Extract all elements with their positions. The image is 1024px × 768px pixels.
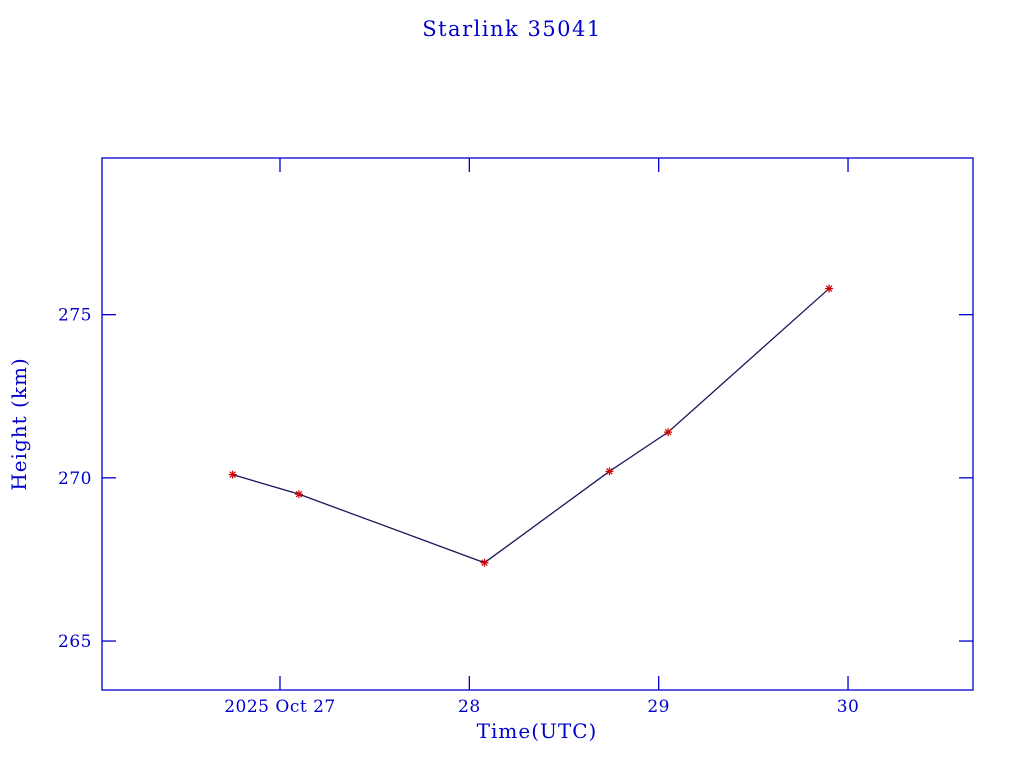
chart-title: Starlink 35041 — [422, 17, 602, 41]
x-tick-label: 2025 Oct 27 — [224, 697, 336, 717]
marker-arm — [664, 428, 672, 436]
x-tick-label: 28 — [458, 697, 481, 717]
data-point-marker — [294, 490, 303, 499]
x-axis-label: Time(UTC) — [476, 719, 598, 743]
x-tick-label: 30 — [837, 697, 860, 717]
data-point-marker — [480, 558, 489, 567]
data-point-marker — [228, 470, 237, 479]
x-tick-label: 29 — [647, 697, 670, 717]
marker-arm — [606, 468, 613, 475]
data-point-marker — [605, 467, 614, 476]
data-point-marker — [664, 428, 673, 437]
height-series-line — [232, 288, 830, 564]
marker-arm — [229, 471, 236, 478]
marker-arm — [295, 490, 303, 498]
axes-frame — [101, 157, 974, 691]
data-point-marker — [825, 284, 834, 293]
y-tick-label: 270 — [58, 469, 92, 489]
y-tick-label: 275 — [58, 306, 92, 326]
marker-arm — [825, 285, 833, 292]
marker-arm — [481, 559, 488, 567]
y-tick-label: 265 — [58, 632, 92, 652]
